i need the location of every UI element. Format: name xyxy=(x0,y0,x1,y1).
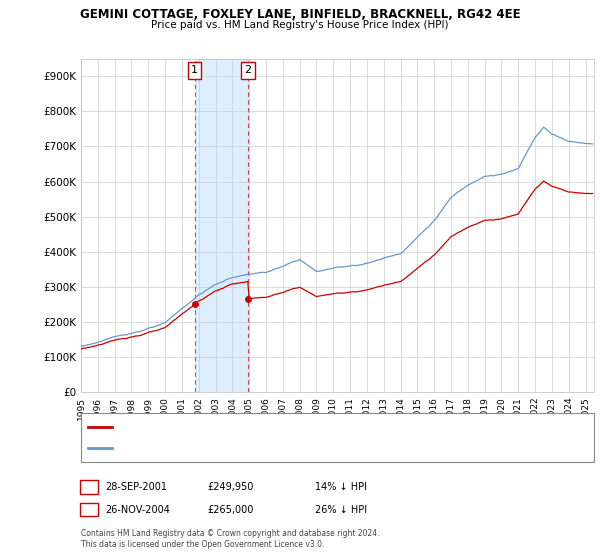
Text: GEMINI COTTAGE, FOXLEY LANE, BINFIELD, BRACKNELL, RG42 4EE (detached house): GEMINI COTTAGE, FOXLEY LANE, BINFIELD, B… xyxy=(117,422,483,431)
Text: 14% ↓ HPI: 14% ↓ HPI xyxy=(315,482,367,492)
Text: HPI: Average price, detached house, Bracknell Forest: HPI: Average price, detached house, Brac… xyxy=(117,444,346,452)
Text: 2: 2 xyxy=(86,505,92,515)
Text: GEMINI COTTAGE, FOXLEY LANE, BINFIELD, BRACKNELL, RG42 4EE: GEMINI COTTAGE, FOXLEY LANE, BINFIELD, B… xyxy=(80,8,520,21)
Text: 2: 2 xyxy=(244,66,251,76)
Text: £249,950: £249,950 xyxy=(207,482,253,492)
Text: £265,000: £265,000 xyxy=(207,505,253,515)
Text: 26% ↓ HPI: 26% ↓ HPI xyxy=(315,505,367,515)
Text: 26-NOV-2004: 26-NOV-2004 xyxy=(105,505,170,515)
Text: Contains HM Land Registry data © Crown copyright and database right 2024.
This d: Contains HM Land Registry data © Crown c… xyxy=(81,529,380,549)
Text: 1: 1 xyxy=(86,482,92,492)
Text: Price paid vs. HM Land Registry's House Price Index (HPI): Price paid vs. HM Land Registry's House … xyxy=(151,20,449,30)
Bar xyxy=(194,59,248,392)
Text: 1: 1 xyxy=(191,66,198,76)
Text: 28-SEP-2001: 28-SEP-2001 xyxy=(105,482,167,492)
